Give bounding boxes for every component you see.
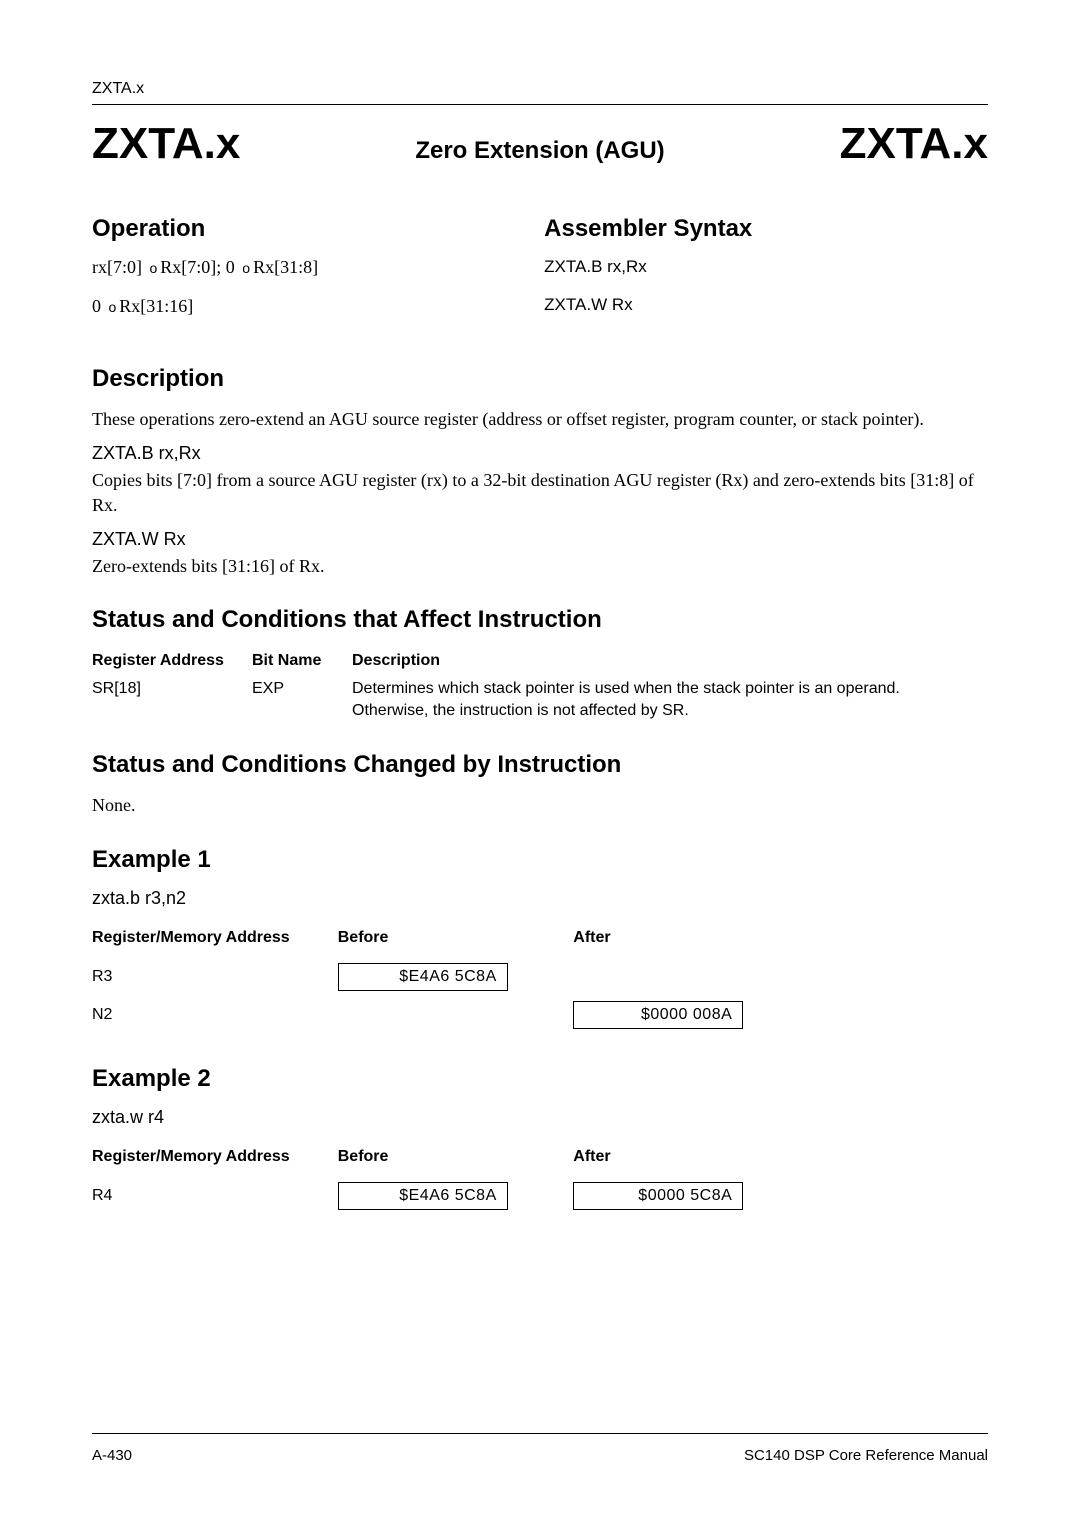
title-mid: Zero Extension (AGU) bbox=[415, 137, 664, 165]
description-heading: Description bbox=[92, 365, 988, 393]
op1-c: Rx[31:8] bbox=[253, 257, 318, 277]
table-row: R4 $E4A6 5C8A $0000 5C8A bbox=[92, 1182, 809, 1210]
cell-before bbox=[338, 1001, 574, 1029]
col-regmem: Register/Memory Address bbox=[92, 929, 338, 953]
desc-sub2-para: Zero-extends bits [31:16] of Rx. bbox=[92, 554, 988, 578]
arrow-icon: o bbox=[146, 260, 160, 276]
cell-after bbox=[573, 963, 809, 991]
operation-line-1: rx[7:0] oRx[7:0]; 0 oRx[31:8] bbox=[92, 257, 504, 278]
cell-before: $E4A6 5C8A bbox=[338, 963, 574, 991]
col-register-address: Register Address bbox=[92, 648, 252, 676]
table-row: R3 $E4A6 5C8A bbox=[92, 963, 809, 991]
header-rule bbox=[92, 104, 988, 105]
assembler-line-2: ZXTA.W Rx bbox=[544, 295, 956, 315]
example-1-table: Register/Memory Address Before After R3 … bbox=[92, 919, 809, 1039]
col-bit-name: Bit Name bbox=[252, 648, 352, 676]
table-header-row: Register/Memory Address Before After bbox=[92, 929, 809, 953]
example-2-table: Register/Memory Address Before After R4 … bbox=[92, 1138, 809, 1220]
cell-after: $0000 008A bbox=[573, 1001, 809, 1029]
status-affect-table: Register Address Bit Name Description SR… bbox=[92, 648, 988, 723]
footer-manual-title: SC140 DSP Core Reference Manual bbox=[744, 1447, 988, 1464]
arrow-icon: o bbox=[239, 260, 253, 276]
col-regmem: Register/Memory Address bbox=[92, 1148, 338, 1172]
cell-label: R3 bbox=[92, 963, 338, 991]
status-changed-block: Status and Conditions Changed by Instruc… bbox=[92, 751, 988, 817]
value-box: $0000 008A bbox=[573, 1001, 743, 1029]
footer-rule bbox=[92, 1433, 988, 1434]
status-affect-block: Status and Conditions that Affect Instru… bbox=[92, 606, 988, 723]
description-block: Description These operations zero-extend… bbox=[92, 365, 988, 578]
desc-sub2-heading: ZXTA.W Rx bbox=[92, 529, 988, 550]
table-header-row: Register Address Bit Name Description bbox=[92, 648, 988, 676]
status-affect-heading: Status and Conditions that Affect Instru… bbox=[92, 606, 988, 634]
cell-after: $0000 5C8A bbox=[573, 1182, 809, 1210]
desc-sub1-heading: ZXTA.B rx,Rx bbox=[92, 443, 988, 464]
status-changed-heading: Status and Conditions Changed by Instruc… bbox=[92, 751, 988, 779]
value-box: $E4A6 5C8A bbox=[338, 963, 508, 991]
op1-b: Rx[7:0]; 0 bbox=[160, 257, 235, 277]
operation-line-2: 0 oRx[31:16] bbox=[92, 296, 504, 317]
value-box: $E4A6 5C8A bbox=[338, 1182, 508, 1210]
cell-before: $E4A6 5C8A bbox=[338, 1182, 574, 1210]
col-before: Before bbox=[338, 929, 574, 953]
desc-sub1-para: Copies bits [7:0] from a source AGU regi… bbox=[92, 468, 988, 517]
op1-a: rx[7:0] bbox=[92, 257, 142, 277]
page-footer: A-430 SC140 DSP Core Reference Manual bbox=[92, 1447, 988, 1464]
col-before: Before bbox=[338, 1148, 574, 1172]
cell-register: SR[18] bbox=[92, 676, 252, 723]
example-1-code: zxta.b r3,n2 bbox=[92, 888, 988, 909]
example-1-heading: Example 1 bbox=[92, 846, 988, 874]
table-row: N2 $0000 008A bbox=[92, 1001, 809, 1029]
title-right: ZXTA.x bbox=[840, 119, 988, 169]
cell-bit: EXP bbox=[252, 676, 352, 723]
col-after: After bbox=[573, 1148, 809, 1172]
example-2-block: Example 2 zxta.w r4 Register/Memory Addr… bbox=[92, 1065, 988, 1220]
assembler-col: Assembler Syntax ZXTA.B rx,Rx ZXTA.W Rx bbox=[544, 215, 956, 335]
col-after: After bbox=[573, 929, 809, 953]
operation-col: Operation rx[7:0] oRx[7:0]; 0 oRx[31:8] … bbox=[92, 215, 504, 335]
assembler-line-1: ZXTA.B rx,Rx bbox=[544, 257, 956, 277]
arrow-icon: o bbox=[106, 299, 120, 315]
example-1-block: Example 1 zxta.b r3,n2 Register/Memory A… bbox=[92, 846, 988, 1039]
description-para-1: These operations zero-extend an AGU sour… bbox=[92, 407, 988, 431]
operation-heading: Operation bbox=[92, 215, 504, 243]
col-description: Description bbox=[352, 648, 988, 676]
cell-label: N2 bbox=[92, 1001, 338, 1029]
op2-b: Rx[31:16] bbox=[119, 296, 193, 316]
example-2-heading: Example 2 bbox=[92, 1065, 988, 1093]
footer-page-number: A-430 bbox=[92, 1447, 132, 1464]
title-row: ZXTA.x Zero Extension (AGU) ZXTA.x bbox=[92, 119, 988, 169]
page-header-small: ZXTA.x bbox=[92, 80, 988, 98]
cell-desc: Determines which stack pointer is used w… bbox=[352, 676, 988, 723]
table-header-row: Register/Memory Address Before After bbox=[92, 1148, 809, 1172]
example-2-code: zxta.w r4 bbox=[92, 1107, 988, 1128]
op2-a: 0 bbox=[92, 296, 101, 316]
value-box: $0000 5C8A bbox=[573, 1182, 743, 1210]
cell-label: R4 bbox=[92, 1182, 338, 1210]
table-row: SR[18] EXP Determines which stack pointe… bbox=[92, 676, 988, 723]
op-assembler-row: Operation rx[7:0] oRx[7:0]; 0 oRx[31:8] … bbox=[92, 215, 988, 335]
title-left: ZXTA.x bbox=[92, 119, 240, 169]
assembler-heading: Assembler Syntax bbox=[544, 215, 956, 243]
status-changed-text: None. bbox=[92, 793, 988, 817]
